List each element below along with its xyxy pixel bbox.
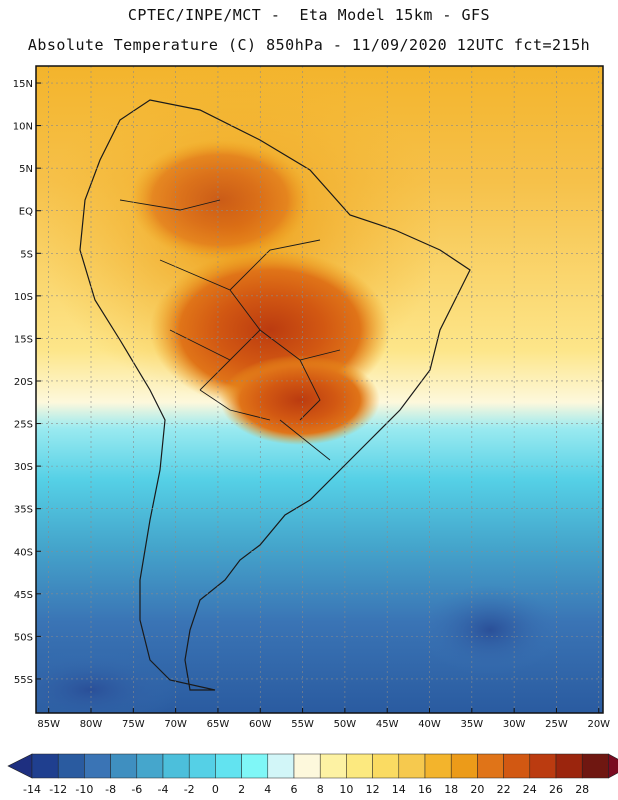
lon-label: 45W: [376, 719, 399, 730]
lat-label: 25S: [14, 420, 33, 431]
lon-label: 70W: [164, 719, 187, 730]
lat-label: 55S: [14, 675, 33, 686]
colorbar-label: 22: [497, 783, 511, 796]
lat-label: 5S: [20, 249, 33, 260]
colorbar-label: -10: [75, 783, 93, 796]
colorbar-label: 26: [549, 783, 563, 796]
colorbar-label: -14: [23, 783, 41, 796]
colorbar-cell: [398, 753, 426, 779]
colorbar-label: -6: [131, 783, 142, 796]
colorbar-cell: [293, 753, 321, 779]
colorbar-label: 10: [339, 783, 353, 796]
colorbar-under-arrow: [7, 753, 33, 779]
colorbar-cell: [241, 753, 269, 779]
lat-label: 10S: [14, 292, 33, 303]
border-lines: [119, 199, 341, 461]
lon-label: 40W: [418, 719, 441, 730]
chart-title-line1: CPTEC/INPE/MCT - Eta Model 15km - GFS: [127, 6, 491, 24]
colorbar-cell: [162, 753, 190, 779]
lat-label: 45S: [14, 590, 33, 601]
colorbar-label: -2: [184, 783, 195, 796]
colorbar-cell: [188, 753, 216, 779]
colorbar-label: 20: [470, 783, 484, 796]
lon-label: 85W: [37, 719, 60, 730]
colorbar-label: 8: [317, 783, 324, 796]
colorbar-cell: [31, 753, 59, 779]
lat-label: 40S: [14, 547, 33, 558]
colorbar-cell: [110, 753, 138, 779]
lon-label: 50W: [334, 719, 357, 730]
colorbar-cell: [215, 753, 242, 779]
lon-label: 60W: [249, 719, 272, 730]
colorbar-label: 4: [264, 783, 271, 796]
colorbar-cell: [84, 753, 111, 779]
colorbar-cell: [503, 753, 531, 779]
lat-label: 5N: [19, 164, 33, 175]
lon-label: 55W: [291, 719, 314, 730]
lon-label: 20W: [587, 719, 610, 730]
colorbar-label: 28: [575, 783, 589, 796]
lon-label: 25W: [545, 719, 568, 730]
lon-label: 75W: [122, 719, 145, 730]
colorbar-cell: [57, 753, 85, 779]
colorbar-cell: [529, 753, 557, 779]
colorbar-cell: [319, 753, 347, 779]
longitude-labels: 85W 80W 75W 70W 65W 60W 55W 50W 45W 40W 35W 30W 25W 2…: [37, 708, 610, 730]
cold-pool-east: [420, 585, 560, 675]
colorbar-label: -8: [105, 783, 116, 796]
lat-label: 35S: [14, 505, 33, 516]
coastline-south-america: [79, 99, 471, 691]
colorbar-cell: [581, 753, 609, 779]
chart-title-line2: Absolute Temperature (C) 850hPa - 11/09/…: [27, 36, 591, 54]
latitude-labels: 15N 10N 5N EQ 5S 10S 15S 20S 25S 30S 35S 40S 45S 50S 5…: [13, 79, 41, 686]
lon-label: 30W: [503, 719, 526, 730]
lon-label: 35W: [461, 719, 484, 730]
lat-label: EQ: [19, 207, 33, 218]
colorbar-label: 18: [444, 783, 458, 796]
colorbar-label: 24: [523, 783, 537, 796]
colorbar-label: 0: [212, 783, 219, 796]
lat-label: 30S: [14, 462, 33, 473]
colorbar-label: 14: [392, 783, 406, 796]
lat-label: 15S: [14, 334, 33, 345]
colorbar-label: 12: [366, 783, 380, 796]
colorbar-cell: [450, 753, 478, 779]
lat-label: 15N: [13, 79, 33, 90]
lat-label: 50S: [14, 632, 33, 643]
lat-label: 20S: [14, 377, 33, 388]
lat-label: 10N: [13, 122, 33, 133]
colorbar-cell: [346, 753, 373, 779]
colorbar-cell: [267, 753, 295, 779]
colorbar-label: 6: [291, 783, 298, 796]
colorbar-cell: [477, 753, 504, 779]
cold-pool-west: [36, 650, 180, 713]
colorbar-label: 16: [418, 783, 432, 796]
hot-zone-south: [220, 355, 380, 445]
colorbar-cell: [424, 753, 452, 779]
lon-label: 80W: [80, 719, 103, 730]
lon-label: 65W: [207, 719, 230, 730]
colorbar-cell: [372, 753, 400, 779]
colorbar: -14 -12 -10 -8 -6 -4 -2 0 2 4 6 8 10 12 14 16 18 20 22 24 26…: [7, 753, 618, 796]
colorbar-over-arrow: [608, 753, 618, 779]
colorbar-cell: [136, 753, 164, 779]
colorbar-label: -12: [49, 783, 67, 796]
map-frame: [35, 65, 604, 714]
colorbar-label: -4: [158, 783, 169, 796]
colorbar-label: 2: [238, 783, 245, 796]
colorbar-cell: [555, 753, 583, 779]
